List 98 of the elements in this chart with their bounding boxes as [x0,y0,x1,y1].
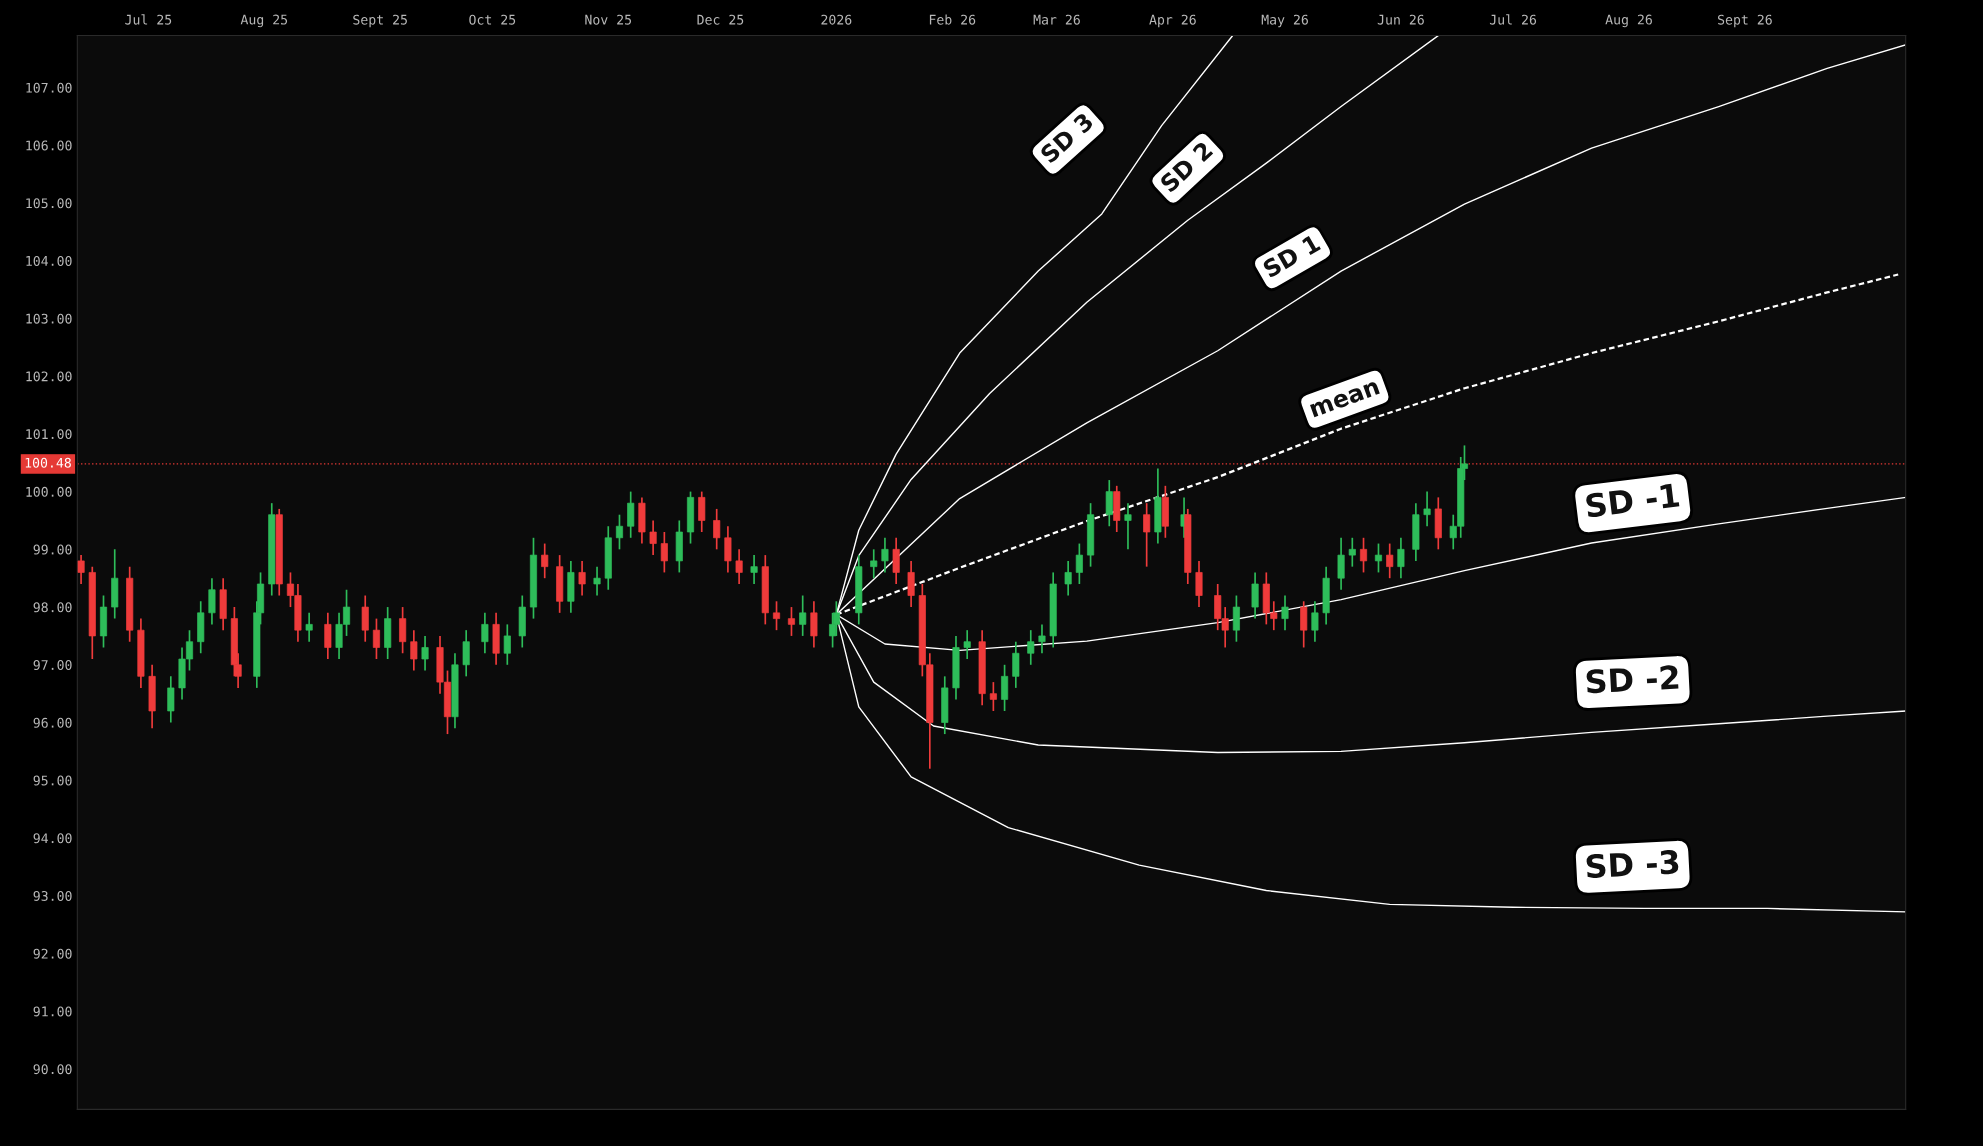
x-tick-label: Jul 25 [125,14,172,25]
x-tick-label: Nov 25 [585,14,632,25]
x-tick-label: Jun 26 [1377,14,1424,25]
y-tick-label: 105.00 [26,198,72,209]
candlestick [1397,536,1405,580]
candlestick [1027,629,1035,666]
candlestick [1251,571,1259,620]
x-tick-label: Jul 26 [1489,14,1537,25]
candlestick [578,560,586,597]
candlestick [870,548,878,580]
candlestick [1374,542,1383,574]
y-tick-label: 98.00 [33,602,72,613]
candlestick [1348,536,1356,568]
candlestick [627,490,635,539]
candlestick [713,508,721,551]
candlestick [1105,479,1113,528]
candlestick [1143,502,1151,568]
candlestick [462,629,470,678]
candlestick [1359,536,1368,574]
candlestick [1064,560,1072,597]
y-tick-label: 97.00 [33,660,72,671]
y-tick-label: 93.00 [33,890,72,901]
y-tick-label: 106.00 [26,140,72,151]
candlestick [541,542,549,580]
x-tick-label: Oct 25 [469,14,516,25]
candlestick [649,519,657,556]
candlestick [615,513,624,551]
text: SD 1 [1261,233,1322,279]
candlestick [1337,536,1345,591]
candlestick [907,560,915,608]
x-tick-label: May 26 [1261,14,1308,28]
candlestick [410,629,418,672]
candlestick [1038,623,1046,655]
candlestick [810,600,818,649]
y-tick-label: 90.00 [33,1064,72,1075]
y-tick-label: 100.00 [26,486,72,497]
candlestick [989,681,997,712]
candlestick [77,554,85,585]
y-tick-label: 103.00 [26,313,72,324]
y-tick-label: 92.00 [33,948,72,959]
y-tick-label: 96.00 [33,717,72,728]
y-tick-label: 95.00 [33,775,72,786]
y-tick-label: 101.00 [26,429,72,440]
x-tick-label: Aug 26 [1605,14,1652,28]
series-label: SD -3 [1586,849,1679,879]
candlestick [1423,490,1431,528]
candlestick [892,536,900,585]
text: SD -1 [1585,482,1680,518]
text: SD 2 [1159,140,1214,194]
candlestick [1386,542,1394,580]
candlestick [1001,663,1009,712]
candlestick [698,490,706,533]
candlestick [421,635,429,672]
text: mean [1309,381,1380,418]
x-tick-label: Sept 26 [1717,14,1772,28]
candlestick [361,594,369,643]
y-tick-label: 104.00 [26,255,72,266]
x-tick-label: Dec 25 [697,14,744,25]
candlestick [660,531,668,574]
candlestick [750,554,758,585]
y-tick-label: 91.00 [33,1006,72,1017]
candlestick [1281,594,1289,631]
candlestick [593,565,601,597]
candlestick [881,536,889,574]
candlestick [787,606,795,637]
candlestick [1124,502,1132,551]
candlestick [1012,640,1020,689]
x-tick-label: Aug 25 [240,14,288,28]
candlestick [772,600,781,631]
candlestick [324,612,332,660]
x-tick-label: Apr 26 [1149,14,1196,28]
series-label: SD -2 [1586,664,1679,694]
candlestick [372,617,380,660]
candlestick [1311,600,1319,643]
y-tick-label: 94.00 [33,833,72,844]
candlestick [305,612,313,643]
candlestick [963,629,971,660]
candlestick [503,623,511,666]
y-tick-label: 107.00 [26,82,72,93]
ref-line-label: 100.48 [25,457,71,468]
candlestick [1232,594,1240,643]
candlestick [399,606,407,655]
candlestick [208,577,216,626]
candlestick [1195,560,1203,608]
candlestick [1300,600,1308,649]
candlestick [481,612,489,655]
x-tick-label: Feb 26 [929,14,976,25]
x-tick-label: 2026 [821,14,852,25]
candlestick [735,548,743,585]
y-tick-label: 99.00 [33,544,72,555]
x-tick-label: Mar 26 [1033,14,1080,25]
x-tick-label: Sept 25 [353,14,407,28]
text: SD 3 [1039,112,1095,164]
candlestick [1075,542,1083,585]
candlestick [167,675,175,724]
y-tick-label: 102.00 [26,371,72,382]
candlestick [799,594,807,637]
candlestick [724,525,732,574]
